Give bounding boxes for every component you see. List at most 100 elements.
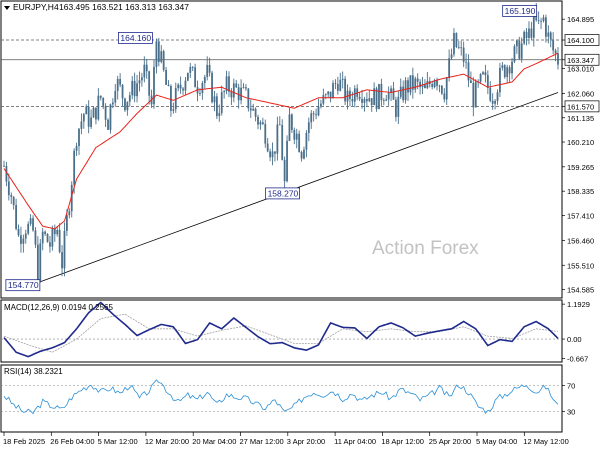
candle-body bbox=[124, 98, 126, 111]
candle-body bbox=[155, 41, 158, 67]
candle-body bbox=[211, 72, 213, 103]
candle-body bbox=[82, 114, 85, 122]
candle-body bbox=[327, 91, 330, 95]
candle-body bbox=[305, 132, 308, 150]
price-level-box bbox=[564, 100, 600, 113]
candle-body bbox=[274, 151, 276, 154]
candle-body bbox=[472, 83, 475, 108]
candle-body bbox=[438, 85, 441, 87]
candle-body bbox=[97, 95, 100, 120]
candle-body bbox=[223, 91, 226, 93]
macd-title: MACD(12,26,9) 0.0194 0.2565 bbox=[4, 303, 114, 312]
candle-body bbox=[22, 238, 25, 244]
candle-body bbox=[136, 83, 138, 97]
candle-body bbox=[128, 95, 131, 102]
candle-body bbox=[225, 76, 228, 92]
candle-body bbox=[245, 87, 247, 89]
candle-body bbox=[138, 80, 141, 84]
price-annotation: 158.270 bbox=[265, 187, 300, 200]
candle-body bbox=[49, 242, 51, 247]
candle-body bbox=[404, 80, 407, 101]
annotation-label: 154.770 bbox=[8, 280, 39, 290]
candle-body bbox=[182, 88, 184, 91]
candle-body bbox=[295, 133, 298, 140]
candle-body bbox=[462, 47, 465, 62]
candle-body bbox=[281, 124, 284, 160]
candle-body bbox=[532, 11, 535, 38]
candle-body bbox=[104, 105, 107, 120]
candle-body bbox=[87, 106, 90, 127]
candle-body bbox=[162, 51, 165, 70]
candle-body bbox=[545, 17, 547, 37]
candle-body bbox=[530, 28, 533, 38]
symbol-header: EURJPY,H4 163.495 163.521 163.313 163.34… bbox=[4, 2, 189, 12]
candle-body bbox=[380, 83, 383, 101]
candle-body bbox=[70, 184, 73, 212]
annotation-box bbox=[5, 279, 41, 292]
candle-body bbox=[344, 78, 347, 102]
time-tick-label: 12 May 12:00 bbox=[523, 437, 568, 446]
candle-body bbox=[303, 149, 305, 159]
candle-body bbox=[90, 117, 92, 127]
candle-body bbox=[518, 40, 521, 59]
candle-body bbox=[552, 39, 555, 51]
candle-body bbox=[5, 166, 8, 182]
candle-body bbox=[228, 76, 230, 92]
candle-body bbox=[353, 88, 356, 102]
candle-body bbox=[276, 124, 279, 154]
candle-body bbox=[232, 83, 235, 98]
candle-body bbox=[365, 99, 368, 102]
price-tick-label: 163.347 bbox=[567, 56, 594, 65]
candle-body bbox=[465, 61, 467, 63]
moving-average-layer bbox=[3, 52, 559, 230]
candle-body bbox=[358, 96, 361, 99]
candle-body bbox=[312, 113, 315, 115]
time-tick-label: 11 Apr 04:00 bbox=[334, 437, 376, 446]
candle-body bbox=[194, 67, 197, 88]
time-tick-label: 18 Apr 12:00 bbox=[381, 437, 424, 446]
candle-body bbox=[121, 84, 124, 99]
candle-body bbox=[119, 78, 122, 85]
candle-body bbox=[165, 69, 167, 85]
candle-body bbox=[375, 88, 378, 110]
candle-body bbox=[269, 151, 272, 158]
candle-body bbox=[167, 84, 170, 86]
candle-body bbox=[537, 20, 540, 21]
candle-body bbox=[85, 106, 88, 115]
candle-body bbox=[489, 87, 492, 101]
time-tick-label: 20 Mar 04:00 bbox=[192, 437, 236, 446]
candle-body bbox=[111, 102, 114, 105]
candle-body bbox=[189, 67, 192, 73]
price-tick-label: 164.895 bbox=[567, 15, 594, 24]
price-tick-label: 161.135 bbox=[567, 114, 594, 123]
candle-body bbox=[320, 103, 322, 107]
candle-body bbox=[63, 230, 66, 269]
candle-body bbox=[170, 85, 172, 111]
price-tick-label: 157.410 bbox=[567, 211, 594, 220]
candle-body bbox=[479, 74, 482, 82]
price-tick-label: 164.100 bbox=[567, 36, 594, 45]
candle-body bbox=[332, 83, 334, 99]
candle-body bbox=[206, 64, 209, 77]
candle-body bbox=[186, 72, 189, 81]
candle-body bbox=[32, 218, 34, 231]
candle-body bbox=[254, 108, 257, 117]
candle-body bbox=[75, 146, 78, 151]
candle-body bbox=[36, 244, 39, 281]
candle-body bbox=[395, 99, 397, 117]
candle-body bbox=[503, 65, 506, 78]
candle-body bbox=[174, 88, 177, 110]
candle-body bbox=[433, 80, 436, 87]
candle-body bbox=[242, 87, 245, 88]
candle-body bbox=[39, 243, 42, 281]
candle-body bbox=[322, 95, 325, 104]
price-annotation: 165.190 bbox=[502, 5, 538, 17]
rsi-panel bbox=[0, 364, 563, 433]
candle-body bbox=[508, 67, 511, 74]
candle-body bbox=[419, 81, 422, 88]
candle-body bbox=[3, 165, 5, 167]
candle-body bbox=[107, 119, 109, 130]
price-annotation: 154.770 bbox=[5, 279, 41, 292]
